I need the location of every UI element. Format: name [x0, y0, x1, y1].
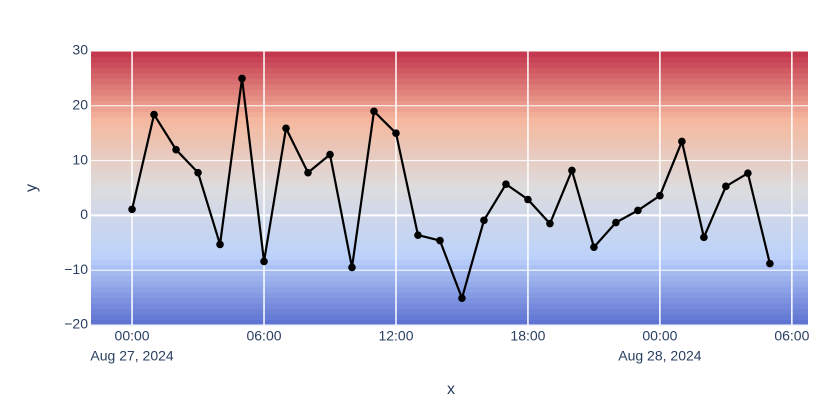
- marker: [744, 169, 752, 178]
- marker: [612, 218, 620, 227]
- marker: [458, 294, 466, 302]
- marker: [348, 263, 356, 272]
- background-band: [91, 83, 808, 90]
- marker: [502, 180, 510, 188]
- background-band: [91, 297, 808, 304]
- background-band: [91, 160, 808, 167]
- marker: [524, 195, 532, 204]
- marker: [370, 107, 378, 116]
- marker: [590, 243, 598, 251]
- y-tick-label: 0: [80, 206, 88, 222]
- marker: [568, 166, 576, 175]
- marker: [436, 236, 444, 245]
- marker: [722, 182, 730, 191]
- background-band: [91, 226, 808, 233]
- background-band: [91, 155, 808, 162]
- y-axis-title: y: [23, 184, 40, 192]
- line: [130, 78, 771, 302]
- background-band: [91, 314, 808, 321]
- background-band: [91, 56, 808, 63]
- marker: [480, 216, 488, 225]
- background-band: [91, 242, 808, 249]
- x-axis-title: x: [447, 381, 455, 398]
- marker: [392, 129, 400, 137]
- background-band: [91, 177, 808, 184]
- background-band: [91, 89, 808, 96]
- background-band: [91, 270, 808, 277]
- y-tick-label: 10: [72, 151, 88, 167]
- background-band: [91, 303, 808, 310]
- x-tick-label: 00:00: [115, 328, 150, 344]
- background-band: [91, 133, 808, 140]
- marker: [656, 191, 664, 200]
- background-band: [91, 182, 808, 189]
- background-band: [91, 149, 808, 156]
- y-tick-label: 20: [72, 97, 88, 113]
- marker: [546, 219, 554, 228]
- background-band: [91, 275, 808, 282]
- background-band: [91, 67, 808, 74]
- background-band: [91, 193, 808, 200]
- background-band: [91, 122, 808, 129]
- background-band: [91, 237, 808, 244]
- background-band: [91, 286, 808, 293]
- marker: [700, 233, 708, 242]
- x-tick-sublabel: Aug 28, 2024: [618, 348, 702, 364]
- background-band: [91, 116, 808, 123]
- x-tick-label: 18:00: [510, 328, 545, 344]
- marker: [260, 257, 268, 266]
- y-tick-label: −20: [64, 316, 88, 332]
- y-tick-label: −10: [64, 261, 88, 277]
- x-tick-label: 12:00: [378, 328, 413, 344]
- marker: [128, 205, 136, 214]
- x-tick-sublabel: Aug 27, 2024: [90, 348, 174, 364]
- background-band: [91, 215, 808, 222]
- background-band: [91, 220, 808, 227]
- background-band: [91, 144, 808, 151]
- marker: [150, 110, 158, 119]
- marker: [634, 206, 642, 215]
- background-band: [91, 72, 808, 79]
- x-tick-label: 00:00: [642, 328, 677, 344]
- background-band: [91, 209, 808, 216]
- background-band: [91, 105, 808, 112]
- background-band: [91, 308, 808, 315]
- marker: [194, 168, 202, 177]
- y-tick-label: 30: [72, 42, 88, 58]
- background-band: [91, 51, 808, 58]
- background-band: [91, 100, 808, 107]
- marker: [238, 74, 246, 83]
- marker: [304, 168, 312, 177]
- background-band: [91, 204, 808, 211]
- background-band: [91, 61, 808, 69]
- marker: [282, 124, 290, 133]
- background-band: [91, 94, 808, 101]
- background-band: [91, 171, 808, 178]
- background-band: [91, 319, 808, 326]
- marker: [216, 240, 224, 249]
- background-band: [91, 198, 808, 206]
- marker: [766, 259, 774, 268]
- x-tick-label: 06:00: [246, 328, 281, 344]
- marker: [678, 137, 686, 146]
- marker: [414, 231, 422, 239]
- marker: [172, 145, 180, 154]
- background-band: [91, 231, 808, 238]
- background-band: [91, 166, 808, 173]
- background: [91, 51, 808, 326]
- background-band: [91, 127, 808, 134]
- background-band: [91, 281, 808, 288]
- background-band: [91, 111, 808, 118]
- background-band: [91, 78, 808, 85]
- background-band: [91, 188, 808, 195]
- x-tick-label: 06:00: [774, 328, 809, 344]
- background-band: [91, 138, 808, 145]
- marker: [326, 150, 334, 159]
- background-band: [91, 253, 808, 260]
- background-band: [91, 292, 808, 299]
- background-band: [91, 248, 808, 255]
- background-band: [91, 259, 808, 266]
